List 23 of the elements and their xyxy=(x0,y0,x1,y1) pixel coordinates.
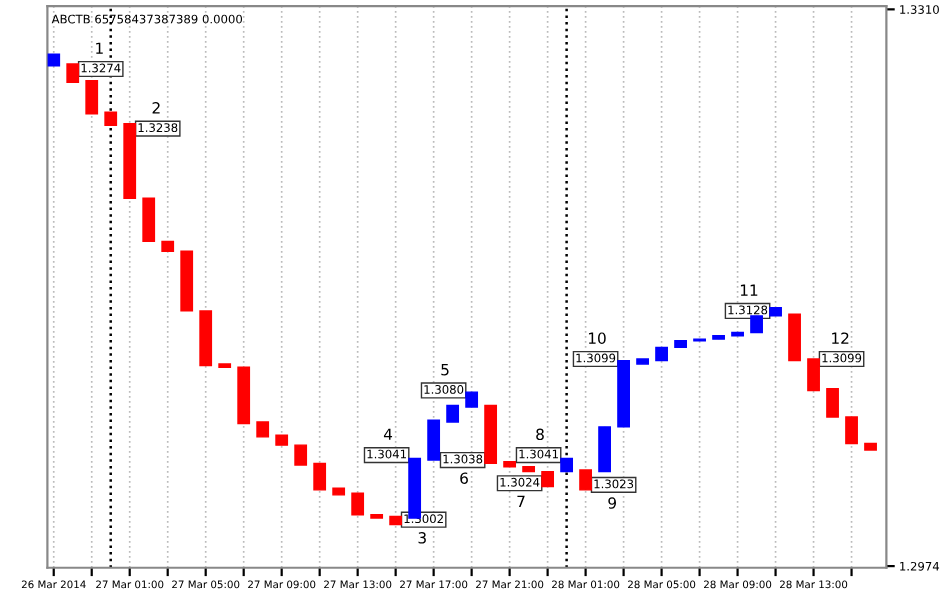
candlestick xyxy=(294,444,308,466)
candlestick xyxy=(484,404,498,465)
candlestick xyxy=(256,421,270,438)
candlestick xyxy=(199,310,213,367)
candlestick xyxy=(579,469,593,491)
candlestick xyxy=(142,197,156,243)
candlestick xyxy=(598,426,612,473)
candlestick xyxy=(332,487,346,496)
candlestick xyxy=(180,250,194,312)
candlestick xyxy=(237,366,251,425)
candlestick xyxy=(313,462,327,491)
candlestick xyxy=(85,79,99,115)
candlestick xyxy=(275,434,289,446)
candlestick xyxy=(66,63,80,83)
candlestick xyxy=(351,492,365,516)
candlestick xyxy=(807,358,820,392)
candlestick xyxy=(826,388,839,418)
candlestick xyxy=(427,419,441,461)
candlestick xyxy=(845,416,858,445)
candlestick xyxy=(788,313,801,362)
candlestick xyxy=(104,111,118,127)
candlestick xyxy=(617,359,630,428)
candlestick xyxy=(47,53,61,67)
